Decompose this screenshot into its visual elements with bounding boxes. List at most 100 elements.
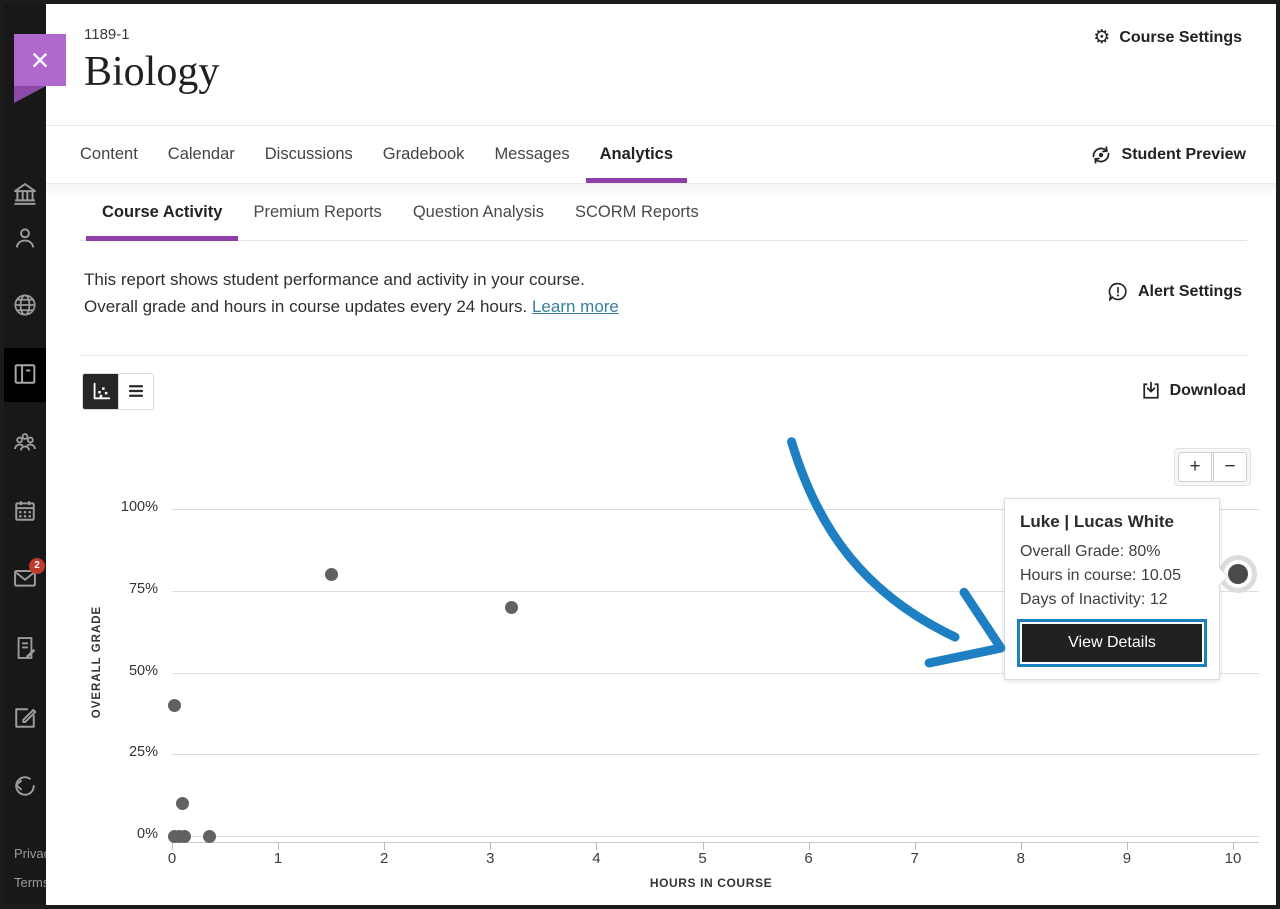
tab-calendar[interactable]: Calendar — [167, 145, 235, 163]
subtab-question-analysis[interactable]: Question Analysis — [412, 203, 544, 221]
course-header: 1189-1 Biology ⚙ Course Settings — [46, 4, 1276, 125]
report-description: This report shows student performance an… — [46, 241, 1276, 356]
tools-icon — [15, 708, 37, 728]
close-course-button[interactable]: × — [14, 34, 66, 86]
close-icon: × — [30, 42, 50, 78]
gridline — [172, 590, 1259, 592]
y-tick-label: 100% — [120, 499, 158, 515]
courses-icon — [14, 364, 36, 384]
course-settings-label: Course Settings — [1119, 28, 1242, 46]
subtab-scorm-reports[interactable]: SCORM Reports — [574, 203, 699, 221]
sign-out-icon — [15, 776, 35, 796]
course-page: 1189-1 Biology ⚙ Course Settings Content… — [46, 4, 1276, 905]
x-tick-label: 2 — [380, 850, 389, 867]
tab-discussions[interactable]: Discussions — [264, 145, 353, 163]
x-tick-mark — [278, 842, 280, 850]
x-tick-label: 6 — [804, 850, 813, 867]
sidebar-item-organizations[interactable] — [11, 428, 39, 456]
data-point[interactable] — [167, 698, 181, 712]
x-tick-label: 10 — [1224, 850, 1242, 867]
list-view-button[interactable] — [118, 373, 153, 409]
zoom-out-button[interactable]: − — [1213, 452, 1247, 482]
calendar-icon — [15, 501, 35, 521]
student-preview-button[interactable]: Student Preview — [1089, 126, 1246, 183]
x-tick-mark — [1233, 842, 1234, 850]
sidebar-item-courses[interactable] — [11, 360, 39, 388]
x-tick-mark — [808, 842, 810, 850]
x-tick-label: 4 — [592, 850, 601, 867]
alert-settings-button[interactable]: Alert Settings — [1107, 281, 1242, 303]
course-settings-button[interactable]: ⚙ Course Settings — [1093, 28, 1242, 47]
student-preview-icon — [1092, 145, 1109, 164]
view-toggle-group — [82, 372, 154, 410]
data-point[interactable] — [178, 829, 192, 843]
tab-messages[interactable]: Messages — [494, 145, 570, 163]
data-point[interactable] — [202, 829, 216, 843]
course-nav-tabs: Content Calendar Discussions Gradebook Messa… — [46, 125, 1276, 184]
sidebar-item-grades[interactable] — [11, 634, 39, 662]
chart-view-button[interactable] — [83, 373, 118, 409]
x-tick-label: 1 — [273, 850, 283, 867]
x-tick-label: 5 — [698, 850, 707, 867]
tooltip-stat: Hours in course: 10.05 — [1020, 567, 1181, 584]
tab-content[interactable]: Content — [80, 145, 138, 163]
analytics-subtabs: Course Activity Premium Reports Question A… — [46, 184, 1276, 241]
download-icon — [1142, 381, 1159, 399]
data-point[interactable] — [324, 567, 338, 581]
y-tick-label: 0% — [137, 826, 158, 842]
privacy-link[interactable]: Privacy — [14, 846, 46, 861]
y-tick-label: 75% — [128, 580, 158, 597]
tooltip-student-name: Luke | Lucas White — [1020, 512, 1175, 531]
tab-gradebook[interactable]: Gradebook — [382, 145, 465, 163]
x-tick-mark — [384, 842, 386, 850]
y-tick-label: 25% — [128, 744, 158, 761]
page-title: Biology — [84, 49, 220, 95]
view-details-button[interactable]: View Details — [1020, 622, 1204, 664]
x-tick-mark — [172, 842, 173, 850]
scatter-chart-icon — [93, 382, 110, 400]
gridline — [172, 672, 1259, 674]
sidebar-item-messages[interactable]: 2 — [11, 558, 45, 592]
tab-analytics[interactable]: Analytics — [585, 126, 688, 183]
x-tick-mark — [596, 842, 598, 850]
tooltip-pointer — [1210, 567, 1229, 586]
gridline — [172, 509, 1259, 510]
sidebar-item-globe[interactable] — [11, 291, 39, 319]
subtab-premium-reports[interactable]: Premium Reports — [253, 203, 382, 221]
tooltip-stat: Overall Grade: 80% — [1020, 543, 1161, 560]
x-tick-mark — [1020, 842, 1022, 850]
active-nav-highlight — [4, 348, 46, 402]
x-tick-mark — [1126, 842, 1128, 850]
gridline — [172, 836, 1259, 837]
data-point[interactable] — [505, 600, 519, 614]
zoom-in-button[interactable]: + — [1178, 452, 1212, 482]
terms-link[interactable]: Terms — [14, 875, 46, 890]
alert-icon — [1108, 282, 1127, 301]
subtab-course-activity[interactable]: Course Activity — [85, 184, 239, 241]
download-button[interactable]: Download — [1140, 380, 1246, 402]
sidebar-item-profile[interactable] — [11, 224, 39, 252]
sidebar-item-institution[interactable] — [11, 180, 39, 208]
y-tick-label: 50% — [128, 662, 158, 679]
description-line-1: This report shows student performance an… — [84, 270, 585, 289]
sidebar-item-sign-out[interactable] — [11, 772, 39, 800]
gear-icon: ⚙ — [1093, 27, 1111, 48]
profile-icon — [15, 228, 35, 248]
learn-more-link[interactable]: Learn more — [531, 297, 619, 316]
organizations-icon — [14, 433, 36, 451]
x-tick-label: 7 — [910, 850, 919, 867]
globe-icon — [14, 294, 36, 316]
data-point[interactable] — [176, 796, 190, 810]
gridline — [172, 754, 1259, 756]
sidebar-item-calendar[interactable] — [11, 497, 39, 525]
x-tick-mark — [914, 842, 916, 850]
data-point-highlighted[interactable] — [1228, 564, 1249, 585]
student-tooltip: Luke | Lucas White Overall Grade: 80% Hou… — [1004, 498, 1229, 680]
x-axis-line — [172, 842, 1259, 843]
description-line-2: Overall grade and hours in course update… — [84, 297, 528, 316]
x-tick-label: 9 — [1122, 850, 1132, 867]
sidebar-item-tools[interactable] — [11, 704, 39, 732]
zoom-controls: + − — [1174, 448, 1251, 486]
x-tick-label: 0 — [167, 850, 177, 867]
